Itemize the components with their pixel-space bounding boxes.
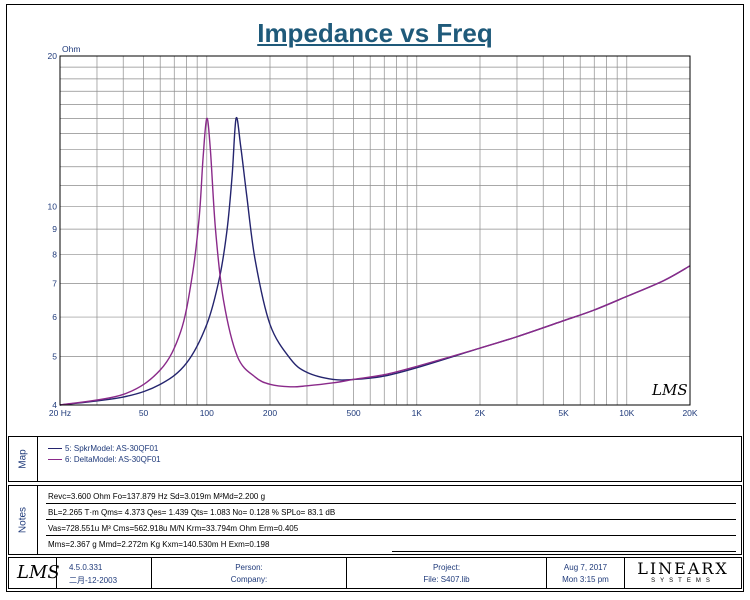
map-label: Map: [17, 449, 28, 469]
y-tick-label: 8: [52, 250, 57, 260]
version-text: 4.5.0.331: [69, 563, 103, 572]
systems-text: SYSTEMS: [651, 578, 715, 584]
window-frame: [6, 4, 744, 592]
x-tick-label: 2K: [475, 408, 486, 418]
footer-bar: LMS 4.5.0.331 二月-12-2003 Person: Company…: [8, 557, 742, 589]
note-rule: [46, 535, 392, 536]
x-tick-label: 10K: [619, 408, 634, 418]
y-tick-label: 7: [52, 279, 57, 289]
map-side-label: Map: [8, 436, 38, 482]
lms-watermark: LMS: [651, 381, 688, 399]
y-tick-label: 20: [48, 51, 58, 61]
x-tick-label: 1K: [412, 408, 423, 418]
legend-swatch: [48, 459, 62, 460]
note-rule: [46, 519, 392, 520]
x-tick-label: 100: [200, 408, 214, 418]
y-tick-label: 10: [48, 201, 58, 211]
note-rule: [46, 503, 392, 504]
plot-area: [60, 56, 690, 405]
footer-brand-cell: LINEARX SYSTEMS: [625, 558, 741, 588]
linearx-logo: LINEARX: [637, 559, 729, 578]
footer-project-cell: Project: File: S407.lib: [347, 558, 547, 588]
y-tick-label: 9: [52, 224, 57, 234]
note-line: Revc=3.600 Ohm Fo=137.879 Hz Sd=3.019m M…: [48, 492, 266, 501]
footer-version-cell: 4.5.0.331 二月-12-2003: [57, 558, 152, 588]
y-tick-label: 5: [52, 352, 57, 362]
legend-swatch: [48, 448, 62, 449]
footer-person-cell: Person: Company:: [152, 558, 347, 588]
date-text: Aug 7, 2017: [563, 563, 608, 572]
note-rule: [392, 535, 736, 536]
y-axis-label: Ohm: [62, 44, 80, 54]
person-label: Person:: [235, 563, 263, 572]
x-tick-label: 20 Hz: [49, 408, 71, 418]
notes-label: Notes: [17, 506, 28, 534]
chart-title: Impedance vs Freq: [257, 18, 493, 48]
footer-date-cell: Aug 7, 2017 Mon 3:15 pm: [547, 558, 625, 588]
company-label: Company:: [230, 575, 268, 584]
time-text: Mon 3:15 pm: [562, 575, 609, 584]
y-tick-label: 4: [52, 400, 57, 410]
notes-panel: [8, 485, 742, 555]
note-line: BL=2.265 T·m Qms= 4.373 Qes= 1.439 Qts= …: [48, 508, 336, 517]
build-date-text: 二月-12-2003: [69, 576, 118, 585]
legend-label: 6: DeltaModel: AS-30QF01: [65, 455, 161, 464]
note-line: Mms=2.367 g Mmd=2.272m Kg Kxm=140.530m H…: [48, 540, 270, 549]
notes-side-label: Notes: [8, 485, 38, 555]
legend-label: 5: SpkrModel: AS-30QF01: [65, 444, 159, 453]
map-panel: [8, 436, 742, 482]
note-rule: [392, 551, 736, 552]
x-tick-label: 200: [263, 408, 277, 418]
plot-border: [59, 55, 691, 406]
file-label: File: S407.lib: [423, 575, 470, 584]
footer-logo-cell: LMS: [9, 558, 60, 588]
note-rule: [392, 519, 736, 520]
project-label: Project:: [432, 563, 461, 572]
series-line-2: [59, 117, 691, 406]
impedance-chart: 20 Hz 50 100 200 500 1K 2K 5K 10K 20K 20 10 9 8 7 6 5 4 Oh…: [48, 44, 698, 418]
x-tick-label: 500: [346, 408, 360, 418]
legend-entry[interactable]: 5: SpkrModel: AS-30QF01: [48, 444, 158, 453]
x-tick-label: 5K: [558, 408, 569, 418]
y-tick-label: 6: [52, 312, 57, 322]
legend-entry[interactable]: 6: DeltaModel: AS-30QF01: [48, 455, 161, 464]
x-tick-label: 50: [139, 408, 149, 418]
x-tick-label: 20K: [682, 408, 697, 418]
note-line: Vas=728.551u M³ Cms=562.918u M/N Krm=33.…: [48, 524, 299, 533]
lms-logo: LMS: [17, 562, 60, 583]
note-rule: [392, 503, 736, 504]
